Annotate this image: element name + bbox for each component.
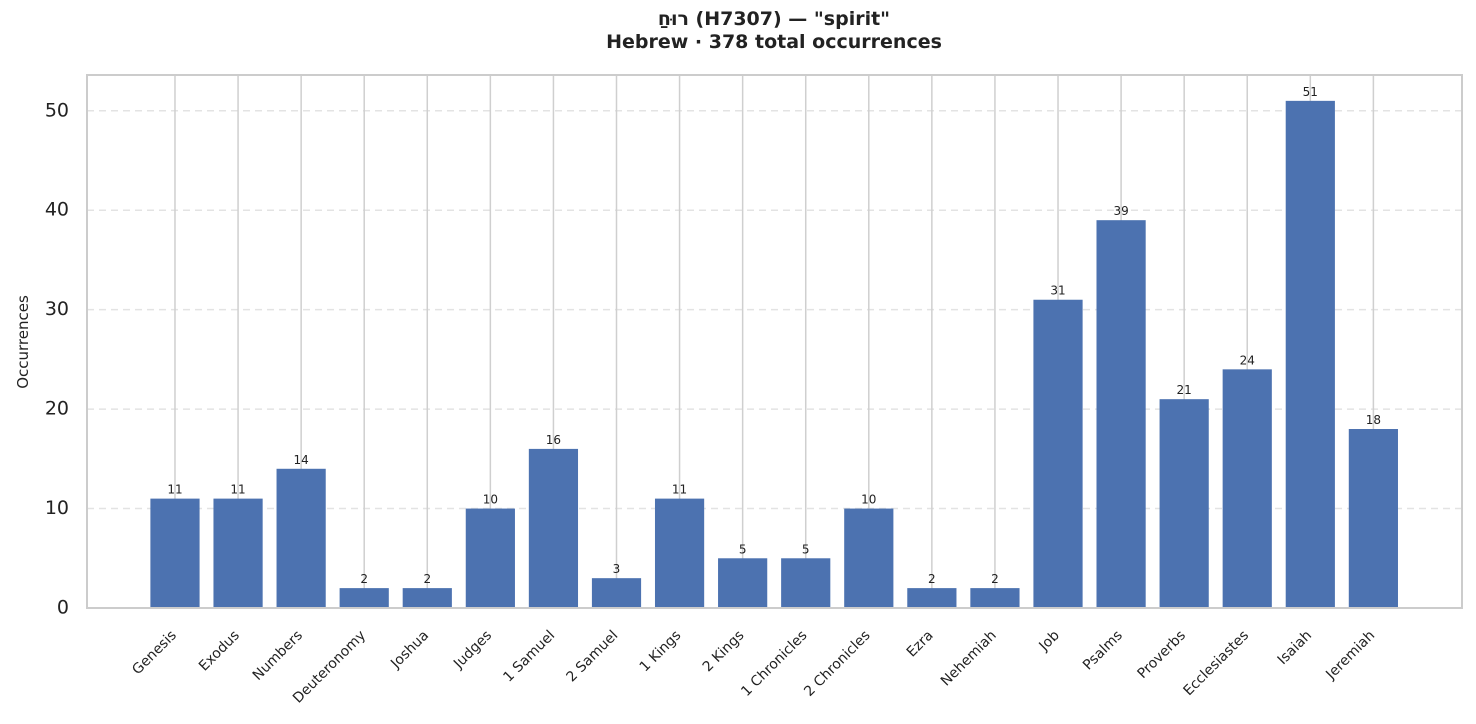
bar [528, 448, 579, 608]
x-tick-label: 2 Chronicles [801, 628, 873, 700]
bar [1285, 100, 1335, 608]
x-tick-label: Numbers [250, 628, 306, 684]
y-tick-label: 30 [45, 298, 69, 320]
bar [276, 468, 326, 608]
x-tick-label: Job [1036, 627, 1063, 654]
value-label: 31 [1050, 284, 1065, 298]
bar [213, 498, 263, 608]
plot-frame [86, 74, 1463, 609]
bar [907, 588, 957, 608]
bar [781, 558, 831, 608]
value-label: 2 [360, 572, 368, 586]
y-tick-label: 0 [57, 597, 69, 619]
x-tick-label: Ecclesiastes [1181, 628, 1253, 700]
x-tick-label: Isaiah [1275, 628, 1316, 669]
x-tick-label: Psalms [1080, 628, 1126, 674]
bar [1348, 429, 1398, 608]
y-tick-label: 40 [45, 199, 69, 221]
value-label: 3 [613, 562, 621, 576]
bar [970, 588, 1020, 608]
value-label: 5 [802, 542, 810, 556]
x-tick-label: Proverbs [1135, 628, 1189, 682]
x-tick-label: Judges [450, 628, 495, 673]
value-label: 2 [991, 572, 999, 586]
bar [1159, 399, 1209, 608]
bar [339, 588, 389, 608]
y-tick-label: 10 [45, 497, 69, 519]
bar [1033, 299, 1083, 608]
x-tick-label: Joshua [387, 628, 432, 673]
value-label: 5 [739, 542, 747, 556]
x-tick-label: Genesis [129, 628, 180, 679]
x-tick-label: Exodus [196, 628, 243, 675]
bar [402, 588, 452, 608]
value-label: 2 [423, 572, 431, 586]
bar [654, 498, 705, 608]
bar [150, 498, 200, 608]
bar [1222, 369, 1272, 608]
value-label: 14 [293, 453, 308, 467]
x-tick-label: 2 Samuel [563, 628, 621, 686]
value-label: 2 [928, 572, 936, 586]
x-tick-label: 1 Kings [637, 628, 685, 676]
value-label: 11 [230, 483, 245, 497]
value-label: 11 [672, 483, 687, 497]
value-label: 51 [1303, 85, 1318, 99]
x-tick-label: 1 Chronicles [738, 628, 810, 700]
x-tick-label: 1 Samuel [500, 628, 558, 686]
value-label: 18 [1366, 413, 1381, 427]
y-axis-label: Occurrences [14, 295, 32, 389]
x-tick-label: Jeremiah [1322, 628, 1378, 684]
value-label: 11 [167, 483, 182, 497]
value-label: 16 [546, 433, 561, 447]
y-tick-label: 50 [45, 99, 69, 121]
bar [591, 578, 642, 608]
chart-title: רוּחַ (H7307) — "spirit" [658, 8, 890, 30]
bar [844, 508, 894, 608]
value-label: 24 [1240, 353, 1255, 367]
value-label: 10 [483, 493, 498, 507]
value-label: 39 [1113, 204, 1128, 218]
value-label: 10 [861, 493, 876, 507]
chart-subtitle: Hebrew · 378 total occurrences [606, 31, 942, 53]
value-label: 21 [1177, 383, 1192, 397]
x-tick-label: Ezra [904, 628, 937, 661]
bar [1096, 220, 1146, 608]
bar [465, 508, 515, 608]
x-tick-label: 2 Kings [700, 628, 748, 676]
y-tick-label: 20 [45, 398, 69, 420]
bar [718, 558, 768, 608]
x-tick-label: Nehemiah [938, 628, 1000, 690]
